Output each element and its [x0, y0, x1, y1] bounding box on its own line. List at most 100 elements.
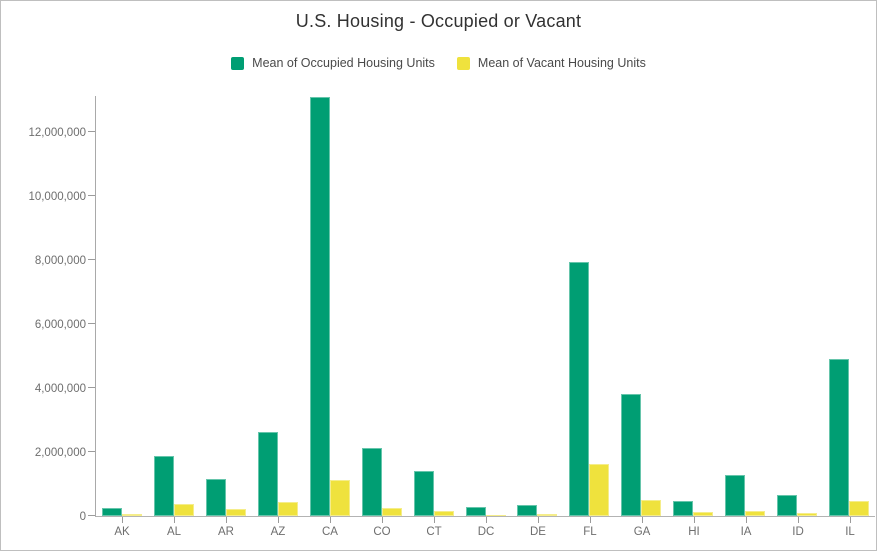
- bar-occupied-co[interactable]: [361, 448, 382, 516]
- x-tick-label-hi: HI: [688, 526, 700, 538]
- bar-occupied-ak[interactable]: [101, 508, 122, 516]
- y-axis-labels: 0 2,000,000 4,000,000 6,000,000 8,000,000 10,…: [1, 96, 95, 523]
- y-tick-mark: [88, 195, 95, 196]
- y-tick-mark: [88, 451, 95, 452]
- bar-occupied-id[interactable]: [777, 495, 798, 516]
- bar-vacant-az[interactable]: [277, 502, 298, 516]
- x-tick-mark: [590, 517, 591, 523]
- x-tick-mark: [486, 517, 487, 523]
- x-tick-label-ct: CT: [426, 526, 442, 538]
- y-tick-mark: [88, 131, 95, 132]
- bar-vacant-id[interactable]: [797, 513, 818, 516]
- x-tick-label-al: AL: [166, 526, 182, 538]
- x-tick-mark: [174, 517, 175, 523]
- y-tick-label: 2,000,000: [34, 447, 86, 459]
- bar-vacant-dc[interactable]: [485, 515, 506, 516]
- x-tick-mark: [382, 517, 383, 523]
- vacant-swatch-icon: [456, 56, 470, 70]
- y-tick-label: 4,000,000: [34, 383, 86, 395]
- bar-vacant-il[interactable]: [849, 501, 870, 516]
- category-slot-dc: [460, 96, 512, 516]
- legend-label-occupied: Mean of Occupied Housing Units: [252, 56, 435, 70]
- category-slot-de: [512, 96, 564, 516]
- category-slot-ga: [615, 96, 667, 516]
- bar-occupied-dc[interactable]: [465, 507, 486, 516]
- y-tick-mark: [88, 323, 95, 324]
- x-tick-mark: [122, 517, 123, 523]
- x-tick-label-ga: GA: [633, 526, 651, 538]
- bar-vacant-de[interactable]: [537, 514, 558, 516]
- x-tick-mark: [694, 517, 695, 523]
- category-slot-ca: [304, 96, 356, 516]
- bar-occupied-hi[interactable]: [673, 501, 694, 516]
- category-slot-ct: [408, 96, 460, 516]
- x-tick-label-fl: FL: [583, 526, 597, 538]
- bar-occupied-al[interactable]: [153, 456, 174, 516]
- x-tick-mark: [642, 517, 643, 523]
- category-slot-id: [771, 96, 823, 516]
- bar-occupied-ga[interactable]: [621, 394, 642, 516]
- legend-item-occupied[interactable]: Mean of Occupied Housing Units: [231, 56, 435, 70]
- bar-vacant-hi[interactable]: [693, 512, 714, 516]
- bar-vacant-co[interactable]: [381, 508, 402, 516]
- bar-slots: [96, 96, 875, 516]
- bar-occupied-ca[interactable]: [309, 97, 330, 516]
- y-tick-label: 8,000,000: [34, 255, 86, 267]
- x-tick-mark: [278, 517, 279, 523]
- category-slot-al: [148, 96, 200, 516]
- bar-occupied-ar[interactable]: [205, 479, 226, 516]
- bar-occupied-ia[interactable]: [725, 475, 746, 516]
- x-tick-label-il: IL: [845, 526, 855, 538]
- x-tick-label-de: DE: [530, 526, 546, 538]
- x-tick-mark: [226, 517, 227, 523]
- bar-vacant-ga[interactable]: [641, 500, 662, 516]
- category-slot-az: [252, 96, 304, 516]
- bar-vacant-ca[interactable]: [329, 480, 350, 516]
- y-tick-mark: [88, 387, 95, 388]
- bar-occupied-il[interactable]: [829, 359, 850, 516]
- occupied-swatch-icon: [231, 56, 245, 70]
- y-tick-label: 0: [79, 511, 86, 523]
- y-tick-mark: [88, 259, 95, 260]
- x-tick-mark: [850, 517, 851, 523]
- x-axis-labels: AK AL AR AZ CA CO CT DC DE FL GA HI IA ID IL: [96, 526, 876, 538]
- bar-vacant-al[interactable]: [173, 504, 194, 516]
- bar-occupied-ct[interactable]: [413, 471, 434, 516]
- x-tick-label-dc: DC: [477, 526, 495, 538]
- y-tick-label: 10,000,000: [28, 191, 86, 203]
- category-slot-ia: [719, 96, 771, 516]
- legend-item-vacant[interactable]: Mean of Vacant Housing Units: [456, 56, 646, 70]
- y-tick-mark: [88, 515, 95, 516]
- plot-area: [88, 96, 875, 523]
- x-tick-label-co: CO: [373, 526, 391, 538]
- y-tick-label: 12,000,000: [28, 127, 86, 139]
- y-tick-label: 6,000,000: [34, 319, 86, 331]
- x-tick-label-ia: IA: [740, 526, 752, 538]
- bar-vacant-ct[interactable]: [433, 511, 454, 516]
- bar-occupied-fl[interactable]: [569, 262, 590, 516]
- bar-vacant-ak[interactable]: [121, 514, 142, 516]
- chart-area: 0 2,000,000 4,000,000 6,000,000 8,000,000 10,…: [1, 96, 876, 523]
- category-slot-ar: [200, 96, 252, 516]
- x-tick-label-az: AZ: [270, 526, 286, 538]
- x-tick-label-ar: AR: [218, 526, 234, 538]
- category-slot-fl: [563, 96, 615, 516]
- chart-title: U.S. Housing - Occupied or Vacant: [295, 11, 582, 31]
- x-tick-label-ca: CA: [322, 526, 338, 538]
- x-tick-mark: [798, 517, 799, 523]
- legend: Mean of Occupied Housing Units Mean of V…: [1, 56, 876, 70]
- x-tick-mark: [434, 517, 435, 523]
- bar-vacant-ar[interactable]: [225, 509, 246, 516]
- category-slot-co: [356, 96, 408, 516]
- x-tick-mark: [538, 517, 539, 523]
- category-slot-hi: [667, 96, 719, 516]
- legend-label-vacant: Mean of Vacant Housing Units: [477, 56, 646, 70]
- x-tick-label-id: ID: [792, 526, 804, 538]
- x-tick-mark: [746, 517, 747, 523]
- bar-vacant-ia[interactable]: [745, 511, 766, 516]
- bar-occupied-az[interactable]: [257, 432, 278, 516]
- category-slot-ak: [96, 96, 148, 516]
- bar-occupied-de[interactable]: [517, 505, 538, 516]
- bar-vacant-fl[interactable]: [589, 464, 610, 516]
